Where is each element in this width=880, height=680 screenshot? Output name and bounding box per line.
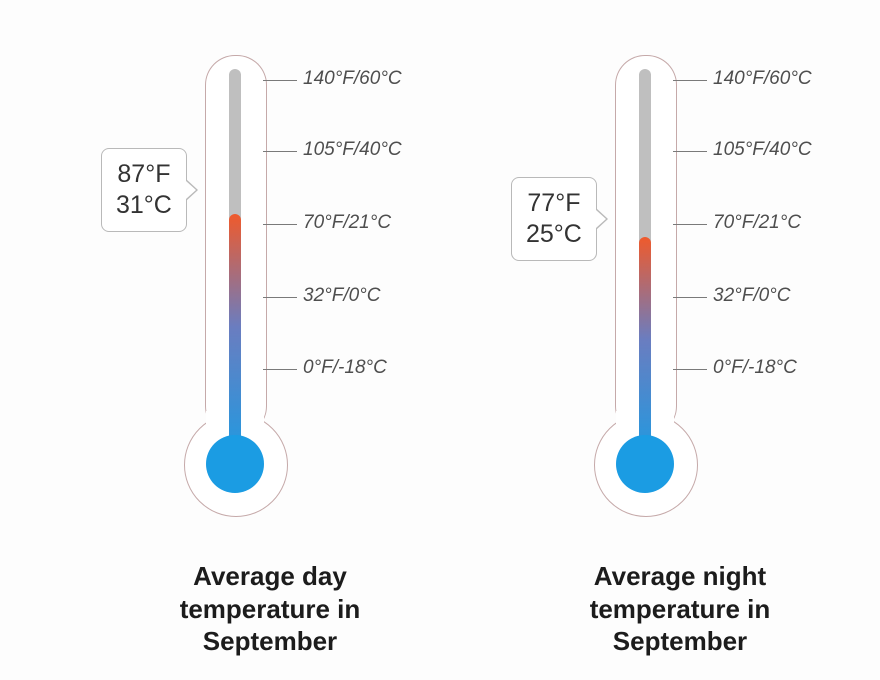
scale-tick (263, 369, 297, 370)
scale-tick (263, 224, 297, 225)
scale-label: 0°F/-18°C (713, 357, 797, 379)
scale-tick (673, 224, 707, 225)
temperature-value-f: 77°F (526, 188, 582, 219)
scale-label: 140°F/60°C (303, 68, 402, 90)
thermometer-fill (229, 214, 241, 465)
scale-tick (673, 297, 707, 298)
scale-tick (673, 80, 707, 81)
scale-label: 140°F/60°C (713, 68, 812, 90)
temperature-callout: 77°F25°C (511, 177, 597, 262)
scale-label: 0°F/-18°C (303, 357, 387, 379)
scale-label: 70°F/21°C (303, 212, 391, 234)
thermometer-night: 140°F/60°C 105°F/40°C 70°F/21°C 32°F/0°C 0°F… (495, 55, 875, 547)
scale-label: 32°F/0°C (713, 285, 791, 307)
thermometer-bulb-fill (616, 435, 674, 493)
temperature-callout: 87°F31°C (101, 148, 187, 233)
thermometer-fill (639, 237, 651, 465)
scale-tick (263, 297, 297, 298)
scale-tick (263, 80, 297, 81)
temperature-value-c: 25°C (526, 219, 582, 250)
scale-label: 105°F/40°C (713, 139, 812, 161)
scale-tick (263, 151, 297, 152)
scale-label: 105°F/40°C (303, 139, 402, 161)
thermometer-day: 140°F/60°C 105°F/40°C 70°F/21°C 32°F/0°C 0°F… (85, 55, 465, 547)
thermometer-bulb-fill (206, 435, 264, 493)
scale-tick (673, 151, 707, 152)
temperature-value-c: 31°C (116, 190, 172, 221)
scale-label: 32°F/0°C (303, 285, 381, 307)
caption-day: Average daytemperature inSeptember (120, 560, 420, 658)
scale-tick (673, 369, 707, 370)
temperature-value-f: 87°F (116, 159, 172, 190)
scale-label: 70°F/21°C (713, 212, 801, 234)
caption-night: Average nighttemperature inSeptember (530, 560, 830, 658)
